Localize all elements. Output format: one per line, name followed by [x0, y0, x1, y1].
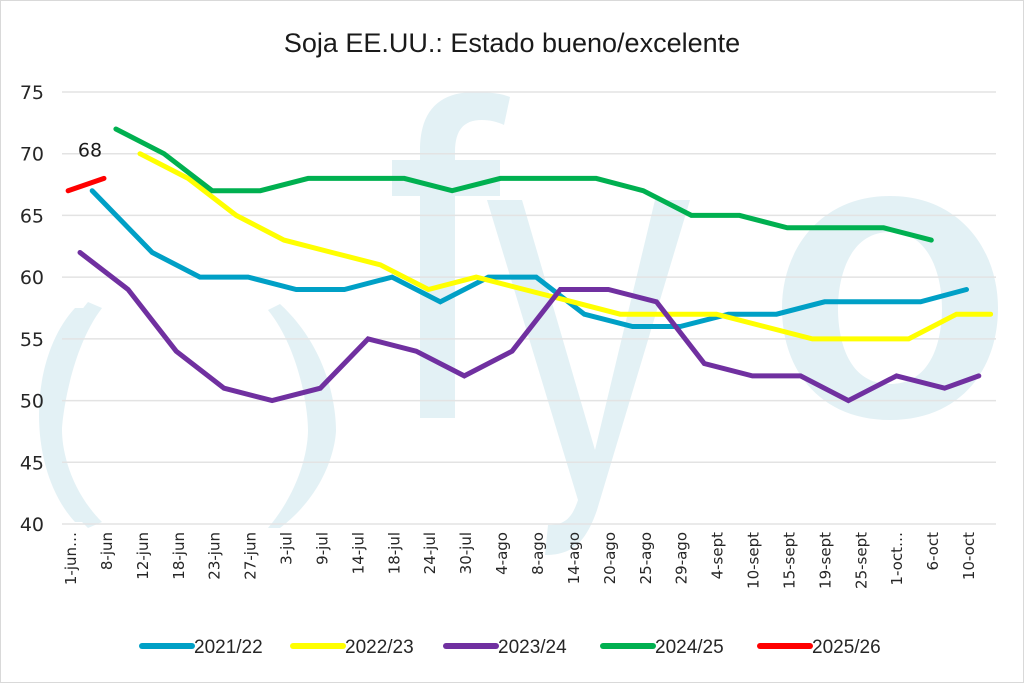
legend-item-2024-25[interactable]: 2024/25 — [600, 637, 724, 658]
legend-item-2025-26[interactable]: 2025/26 — [757, 637, 881, 658]
y-axis-tick-labels: 40 45 50 55 60 65 70 75 — [20, 82, 44, 536]
x-tick-label: 25-sept — [852, 532, 870, 589]
y-tick-label: 50 — [20, 391, 44, 413]
legend-item-2021-22[interactable]: 2021/22 — [139, 637, 263, 658]
y-tick-label: 40 — [20, 514, 44, 536]
x-tick-label: 20-ago — [601, 532, 619, 584]
y-tick-label: 65 — [20, 205, 44, 227]
legend-item-2022-23[interactable]: 2022/23 — [290, 637, 414, 658]
y-tick-label: 60 — [20, 267, 44, 289]
watermark-letter-f — [392, 92, 510, 418]
x-tick-label: 9-jul — [313, 532, 331, 565]
watermark-letter-y — [487, 200, 690, 555]
legend-label: 2023/24 — [498, 637, 567, 658]
chart-title: Soja EE.UU.: Estado bueno/excelente — [284, 28, 740, 58]
y-tick-label: 45 — [20, 452, 44, 474]
series-line-2025-26 — [65, 175, 107, 194]
x-axis-tick-labels: 1-jun… 8-jun 12-jun 18-jun 23-jun 27-jun 3-jul… — [62, 532, 978, 589]
x-tick-label: 25-ago — [637, 532, 655, 584]
x-tick-label: 1-jun… — [62, 532, 80, 585]
y-tick-label: 70 — [20, 144, 44, 166]
series-line-2023-24 — [77, 250, 982, 404]
x-tick-label: 14-ago — [565, 532, 583, 584]
legend: 2021/22 2022/23 2023/24 2024/25 2025/26 — [139, 637, 881, 658]
series-line-2022-23 — [137, 151, 994, 342]
x-tick-label: 19-sept — [816, 532, 834, 589]
data-label: 68 — [78, 139, 102, 161]
y-tick-label: 75 — [20, 82, 44, 104]
gridlines — [62, 91, 996, 525]
legend-label: 2021/22 — [194, 637, 263, 658]
x-tick-label: 4-ago — [493, 532, 511, 575]
x-tick-label: 14-jul — [349, 532, 367, 574]
x-tick-label: 3-jul — [278, 532, 296, 565]
watermark-left-paren-full — [40, 302, 102, 528]
x-tick-label: 4-sept — [709, 532, 727, 580]
x-tick-label: 23-jun — [206, 532, 224, 580]
y-tick-label: 55 — [20, 329, 44, 351]
x-tick-label: 24-jul — [421, 532, 439, 574]
x-tick-label: 12-jun — [134, 532, 152, 580]
x-tick-label: 1-oct… — [888, 532, 906, 586]
fyo-watermark-logo — [39, 92, 998, 555]
legend-label: 2022/23 — [345, 637, 414, 658]
x-tick-label: 10-oct — [960, 532, 978, 580]
x-tick-label: 8-ago — [529, 532, 547, 575]
x-tick-label: 18-jun — [170, 532, 188, 580]
x-tick-label: 8-jun — [98, 532, 116, 570]
data-labels: 68 — [78, 139, 102, 161]
watermark-right-paren — [268, 304, 336, 528]
x-tick-label: 30-jul — [457, 532, 475, 574]
x-tick-label: 10-sept — [745, 532, 763, 589]
x-tick-label: 15-sept — [780, 532, 798, 589]
x-tick-label: 29-ago — [673, 532, 691, 584]
legend-item-2023-24[interactable]: 2023/24 — [443, 637, 567, 658]
x-tick-label: 6-oct — [924, 532, 942, 571]
x-tick-label: 18-jul — [385, 532, 403, 574]
legend-label: 2025/26 — [812, 637, 881, 658]
series-line-2024-25 — [113, 126, 934, 243]
x-tick-label: 27-jun — [242, 532, 260, 580]
watermark-letter-o — [782, 196, 998, 420]
series-lines — [65, 126, 994, 404]
legend-label: 2024/25 — [655, 637, 724, 658]
